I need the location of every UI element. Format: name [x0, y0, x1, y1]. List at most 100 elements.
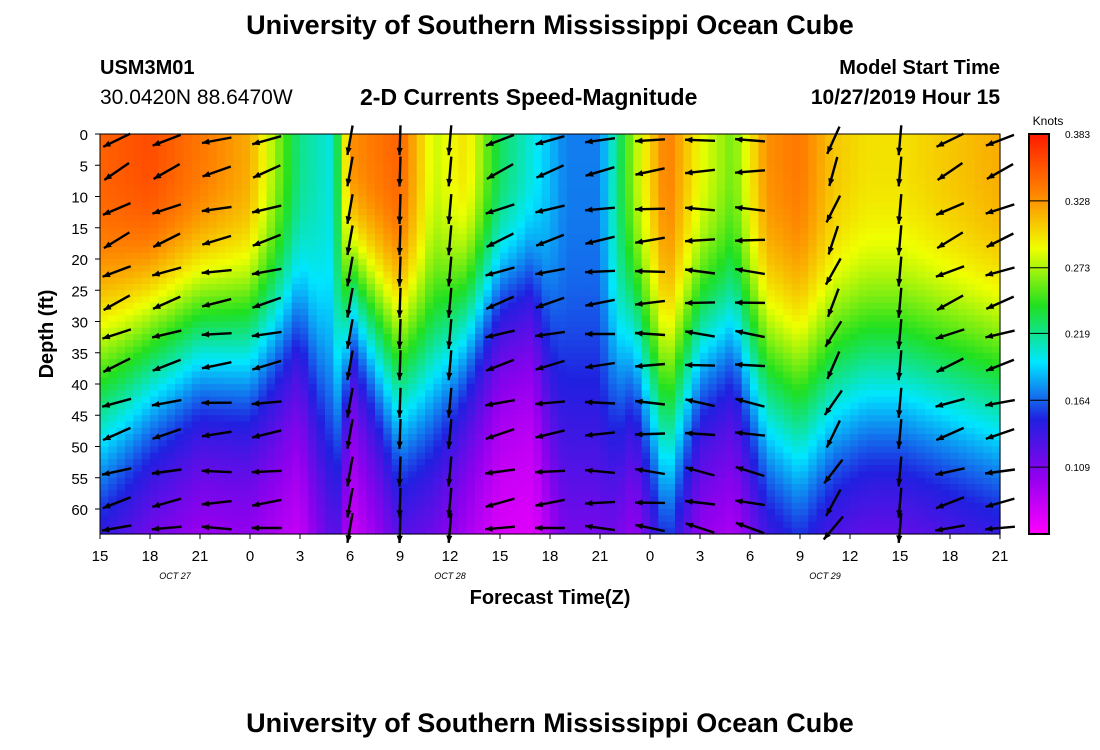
heatmap-cell — [258, 221, 268, 229]
heatmap-cell — [591, 146, 601, 154]
heatmap-cell — [558, 152, 568, 160]
heatmap-cell — [283, 384, 293, 391]
heatmap-cell — [108, 277, 118, 285]
heatmap-cell — [283, 402, 293, 410]
heatmap-cell — [241, 196, 251, 204]
heatmap-cell — [283, 346, 293, 354]
heatmap-cell — [391, 515, 401, 523]
heatmap-cell — [300, 196, 309, 204]
heatmap-cell — [250, 309, 259, 316]
heatmap-cell — [650, 296, 659, 304]
heatmap-cell — [416, 171, 426, 179]
heatmap-cell — [233, 284, 243, 291]
heatmap-cell — [333, 315, 343, 323]
heatmap-cell — [241, 209, 251, 216]
heatmap-cell — [391, 427, 401, 435]
heatmap-cell — [358, 177, 368, 185]
heatmap-cell — [241, 346, 251, 354]
heatmap-cell — [300, 271, 309, 279]
heatmap-cell — [425, 146, 434, 154]
heatmap-cell — [325, 377, 334, 385]
heatmap-cell — [133, 227, 143, 235]
heatmap-cell — [475, 371, 484, 379]
heatmap-cell — [616, 465, 626, 473]
heatmap-cell — [608, 409, 618, 416]
heatmap-cell — [183, 202, 193, 210]
heatmap-cell — [175, 296, 184, 304]
heatmap-cell — [358, 515, 368, 523]
heatmap-cell — [508, 359, 518, 366]
heatmap-cell — [550, 434, 559, 441]
heatmap-cell — [708, 165, 718, 173]
heatmap-cell — [291, 440, 301, 448]
heatmap-cell — [566, 365, 576, 373]
heatmap-cell — [258, 146, 268, 154]
heatmap-cell — [308, 521, 318, 529]
heatmap-cell — [408, 215, 418, 223]
heatmap-cell — [641, 165, 651, 173]
heatmap-cell — [108, 490, 118, 498]
heatmap-cell — [725, 471, 734, 479]
heatmap-cell — [383, 365, 393, 373]
heatmap-cell — [300, 427, 309, 435]
heatmap-cell — [441, 521, 451, 529]
heatmap-cell — [208, 352, 218, 360]
heatmap-cell — [333, 415, 343, 423]
heatmap-cell — [391, 277, 401, 285]
heatmap-cell — [483, 521, 493, 529]
heatmap-cell — [491, 190, 501, 198]
heatmap-cell — [600, 402, 609, 410]
heatmap-cell — [133, 140, 143, 148]
heatmap-cell — [225, 496, 234, 504]
heatmap-cell — [116, 227, 126, 235]
heatmap-cell — [716, 259, 726, 266]
heatmap-cell — [466, 215, 476, 223]
heatmap-cell — [358, 371, 368, 379]
heatmap-cell — [741, 171, 751, 179]
heatmap-cell — [350, 396, 359, 404]
heatmap-cell — [400, 171, 409, 179]
heatmap-cell — [141, 134, 151, 141]
heatmap-cell — [441, 315, 451, 323]
heatmap-cell — [508, 202, 518, 210]
heatmap-cell — [158, 265, 168, 273]
heatmap-cell — [341, 365, 351, 373]
heatmap-cell — [500, 159, 509, 166]
heatmap-cell — [741, 165, 751, 173]
heatmap-cell — [508, 259, 518, 266]
heatmap-cell — [675, 134, 684, 141]
heatmap-cell — [383, 227, 393, 235]
heatmap-cell — [383, 515, 393, 523]
heatmap-cell — [450, 346, 459, 354]
heatmap-cell — [516, 284, 526, 291]
heatmap-cell — [258, 352, 268, 360]
heatmap-cell — [183, 159, 193, 166]
heatmap-cell — [141, 390, 151, 398]
heatmap-cell — [116, 352, 126, 360]
heatmap-cell — [200, 359, 209, 366]
heatmap-cell — [108, 290, 118, 298]
heatmap-cell — [133, 446, 143, 454]
heatmap-cell — [600, 165, 609, 173]
heatmap-cell — [158, 165, 168, 173]
heatmap-cell — [550, 315, 559, 323]
heatmap-cell — [366, 334, 376, 341]
heatmap-cell — [700, 284, 709, 291]
heatmap-cell — [166, 190, 176, 198]
heatmap-cell — [208, 240, 218, 248]
heatmap-cell — [441, 259, 451, 266]
heatmap-cell — [591, 340, 601, 348]
heatmap-cell — [716, 265, 726, 273]
heatmap-cell — [683, 134, 693, 141]
heatmap-cell — [216, 371, 226, 379]
heatmap-cell — [583, 515, 593, 523]
heatmap-cell — [166, 434, 176, 441]
heatmap-cell — [291, 202, 301, 210]
heatmap-cell — [383, 527, 393, 535]
heatmap-cell — [300, 502, 309, 510]
heatmap-cell — [683, 427, 693, 435]
heatmap-cell — [100, 252, 109, 260]
heatmap-cell — [275, 390, 284, 398]
heatmap-cell — [158, 415, 168, 423]
heatmap-cell — [200, 146, 209, 154]
